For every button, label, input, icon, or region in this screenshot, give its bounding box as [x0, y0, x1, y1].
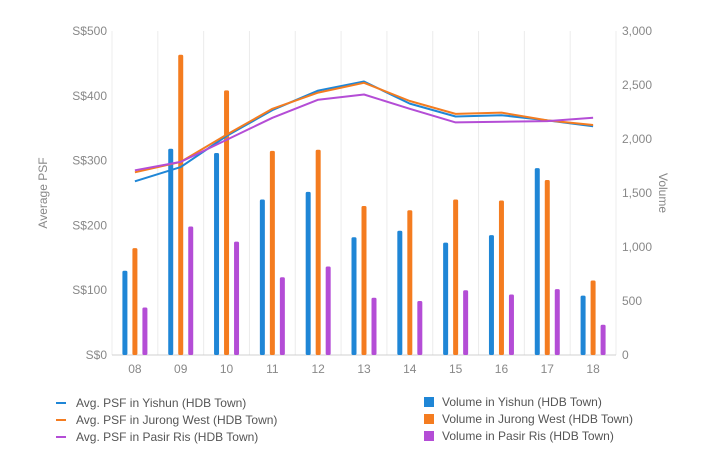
legend-swatch [56, 436, 66, 438]
volume-bar [234, 241, 240, 355]
x-tick-label: 10 [220, 362, 234, 376]
legend-item[interactable]: Volume in Pasir Ris (HDB Town) [424, 429, 614, 443]
volume-bar [580, 295, 586, 355]
legend-label: Avg. PSF in Pasir Ris (HDB Town) [76, 430, 259, 444]
legend-label: Volume in Jurong West (HDB Town) [442, 412, 633, 426]
psf-series-line [134, 81, 594, 174]
legend-item[interactable]: Avg. PSF in Jurong West (HDB Town) [56, 413, 277, 427]
volume-bar [188, 226, 194, 355]
y-left-tick-label: S$0 [86, 348, 108, 362]
volume-bar [259, 199, 265, 355]
psf-series-line [134, 93, 594, 172]
volume-bar [417, 301, 423, 355]
volume-bar [315, 149, 321, 355]
y-left-tick-label: S$300 [72, 154, 107, 168]
x-tick-label: 18 [586, 362, 600, 376]
x-tick-label: 11 [266, 362, 279, 376]
y-left-tick-label: S$100 [72, 283, 107, 297]
volume-bar [600, 324, 606, 355]
x-tick-label: 13 [357, 362, 371, 376]
legend-swatch [424, 431, 434, 441]
legend-item[interactable]: Avg. PSF in Pasir Ris (HDB Town) [56, 430, 258, 444]
y-left-axis-title: Average PSF [36, 157, 50, 228]
y-left-tick-label: S$200 [72, 218, 107, 232]
volume-bar [443, 242, 449, 355]
volume-bar [325, 266, 331, 355]
legend-item[interactable]: Volume in Yishun (HDB Town) [424, 395, 602, 409]
y-right-tick-label: 2,500 [622, 78, 652, 92]
volume-bar [498, 200, 504, 355]
volume-bar [142, 307, 148, 355]
legend-item[interactable]: Volume in Jurong West (HDB Town) [424, 412, 633, 426]
volume-bar [361, 205, 367, 355]
volume-bar [279, 277, 285, 355]
volume-bar [168, 148, 174, 355]
volume-bar [508, 294, 514, 355]
volume-bar [463, 290, 469, 355]
y-right-tick-label: 3,000 [622, 24, 652, 38]
legend-label: Avg. PSF in Yishun (HDB Town) [76, 396, 247, 410]
legend-label: Avg. PSF in Jurong West (HDB Town) [76, 413, 278, 427]
y-right-tick-label: 1,500 [622, 186, 652, 200]
volume-bar [122, 270, 128, 355]
y-left-tick-label: S$400 [72, 89, 107, 103]
volume-bar [269, 150, 275, 355]
y-right-tick-label: 0 [622, 348, 629, 362]
x-tick-label: 17 [541, 362, 555, 376]
volume-bar [534, 168, 540, 355]
legend-label: Volume in Pasir Ris (HDB Town) [442, 429, 614, 443]
legend-item[interactable]: Avg. PSF in Yishun (HDB Town) [56, 396, 246, 410]
legend-swatch [424, 397, 434, 407]
x-tick-label: 14 [403, 362, 417, 376]
volume-bar [351, 237, 357, 355]
y-right-tick-label: 1,000 [622, 240, 652, 254]
volume-bar [132, 248, 138, 355]
legend-swatch [56, 402, 66, 404]
x-tick-label: 16 [495, 362, 509, 376]
y-right-axis-title: Volume [656, 173, 670, 213]
x-tick-label: 08 [128, 362, 142, 376]
volume-bar [397, 230, 403, 355]
volume-bar [305, 191, 311, 355]
volume-bar [554, 289, 560, 355]
volume-bar [544, 180, 550, 355]
y-left-tick-label: S$500 [72, 24, 107, 38]
volume-bar [178, 54, 184, 355]
y-right-tick-label: 2,000 [622, 132, 652, 146]
volume-bar [488, 235, 494, 355]
x-tick-label: 12 [312, 362, 326, 376]
volume-bar [371, 297, 377, 355]
legend-swatch [56, 419, 66, 421]
x-tick-label: 09 [174, 362, 188, 376]
y-right-tick-label: 500 [622, 294, 642, 308]
chart-plot: S$0 S$100 S$200 S$300 S$400 S$500 0 500 1,000 1,5… [36, 24, 670, 376]
x-tick-label: 15 [449, 362, 463, 376]
volume-bar [590, 280, 596, 355]
volume-bar [407, 210, 413, 355]
legend-swatch [424, 414, 434, 424]
legend-label: Volume in Yishun (HDB Town) [442, 395, 602, 409]
volume-bar [453, 199, 459, 355]
volume-bar [214, 153, 220, 355]
volume-bar [224, 90, 230, 356]
